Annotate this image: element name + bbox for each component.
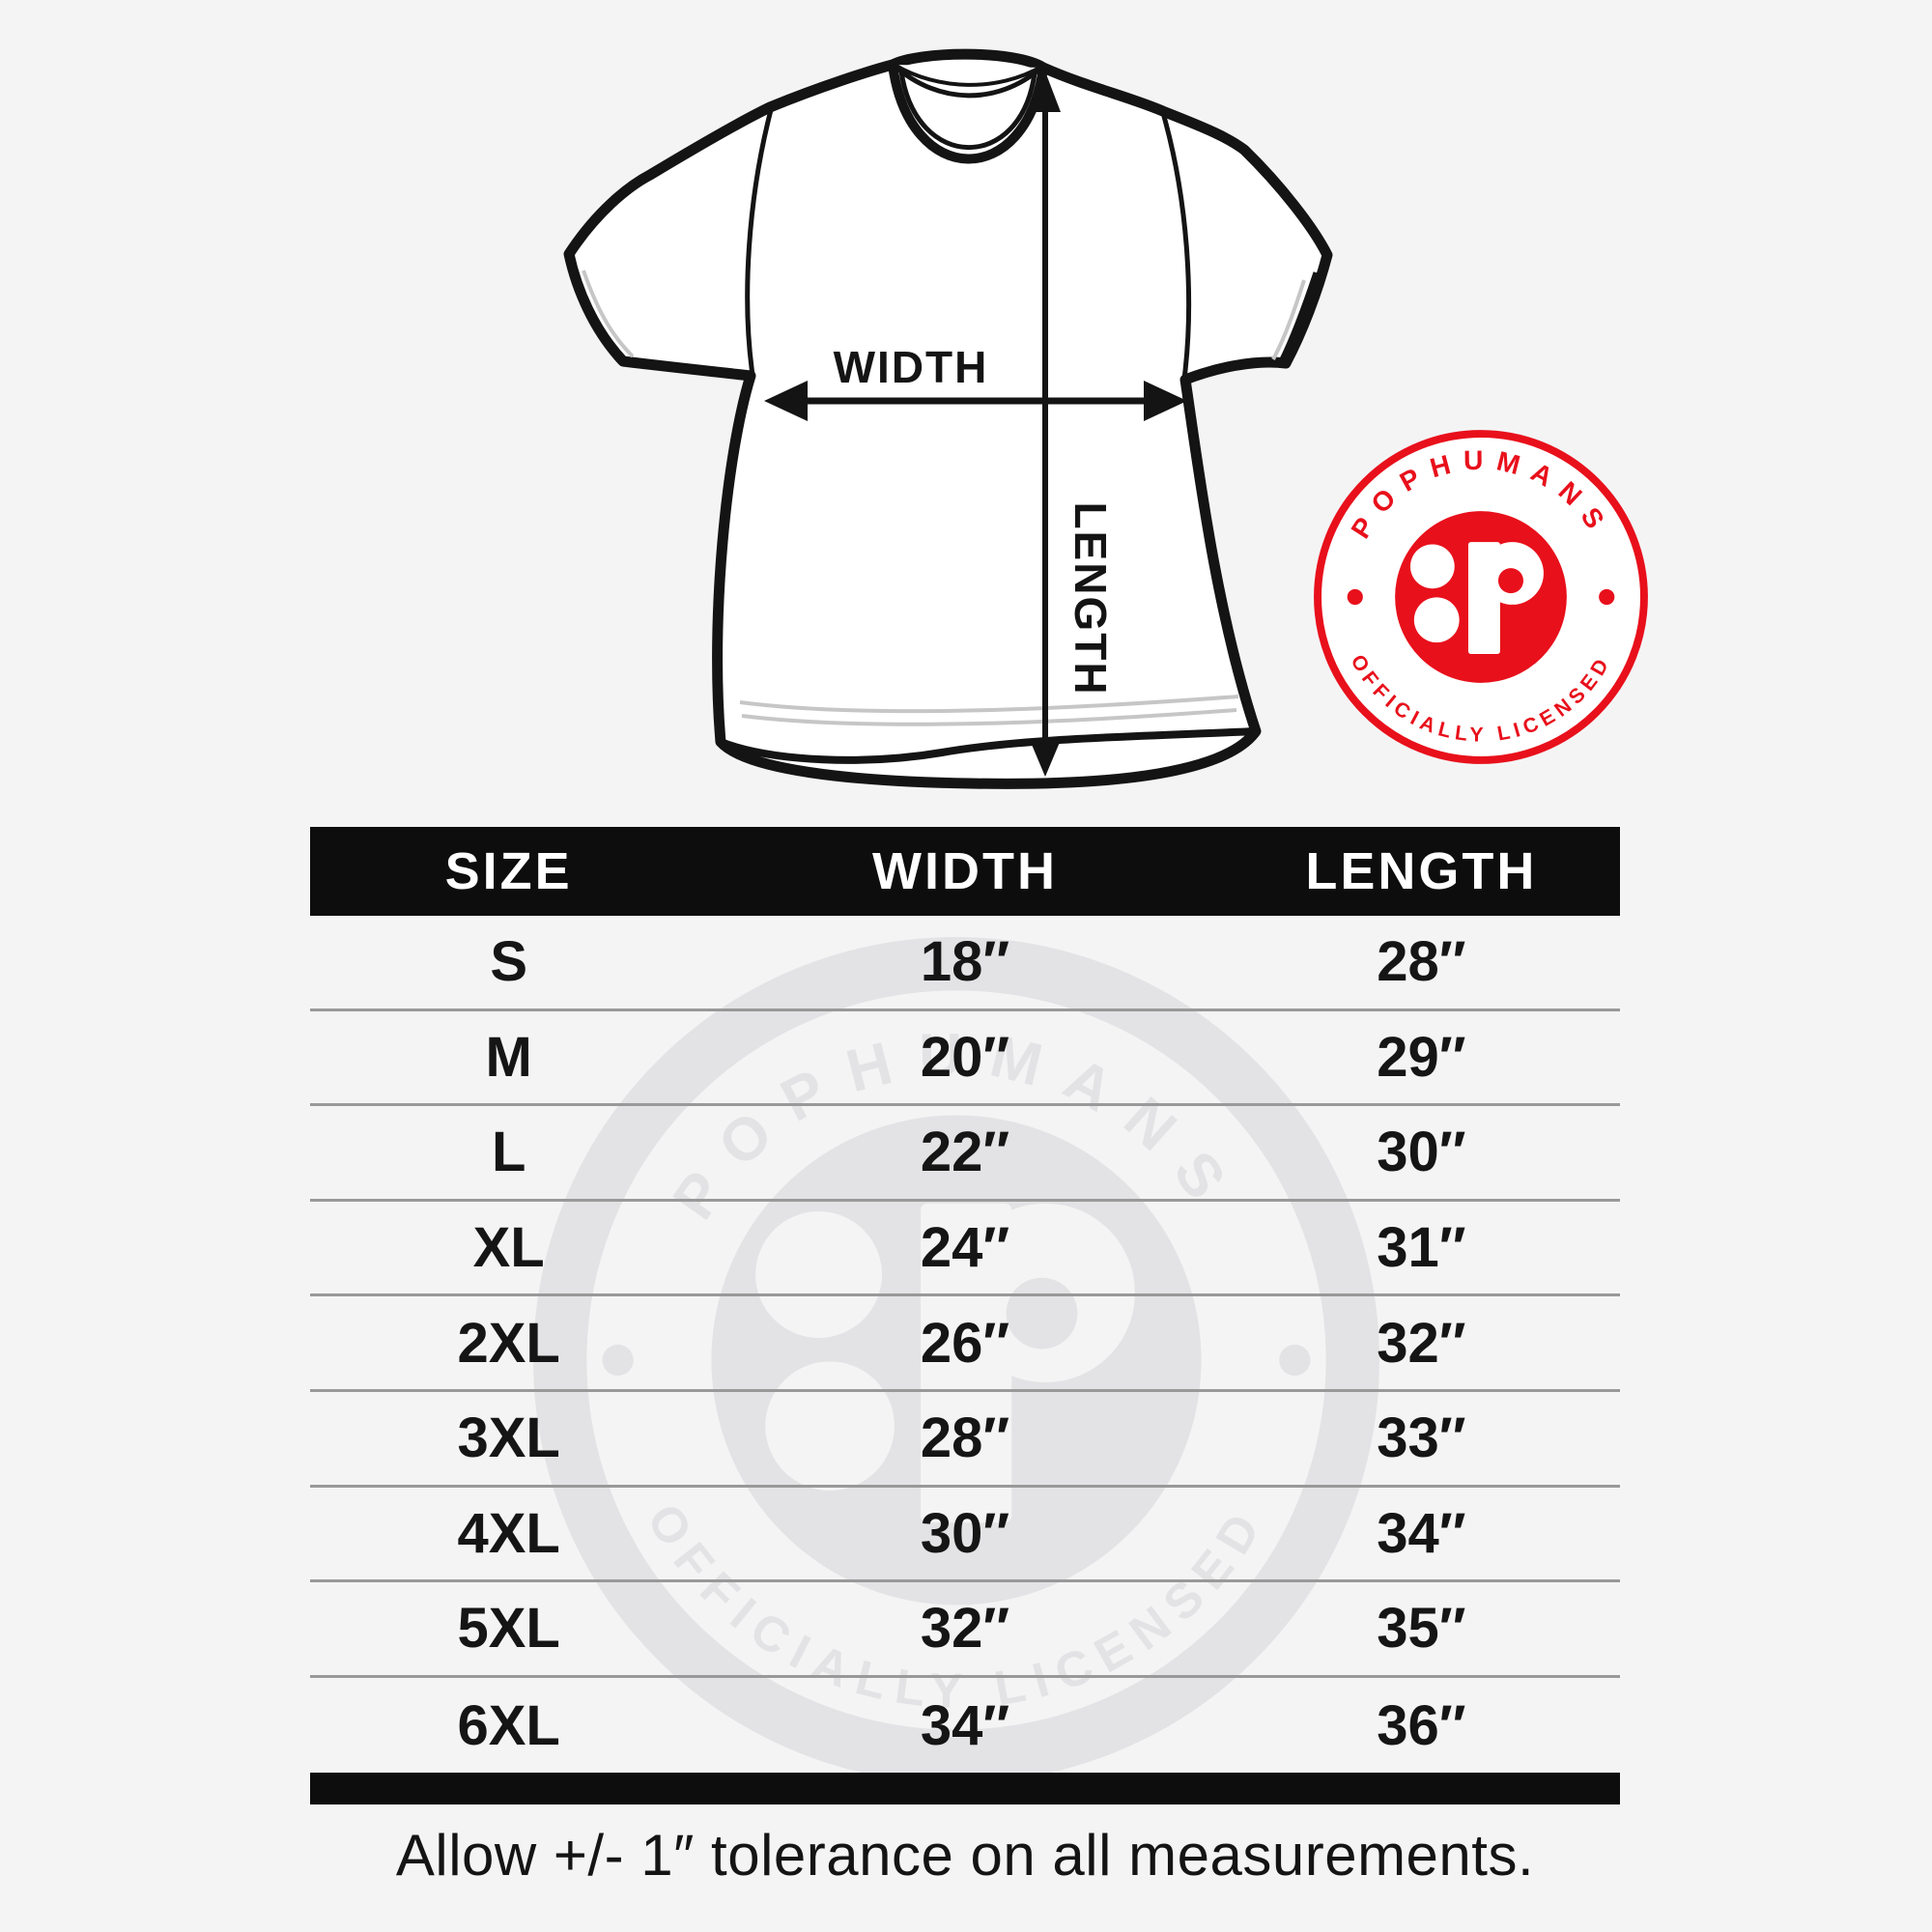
armhole-seam-left [745,105,775,376]
table-row: 5XL 32″ 35″ [310,1582,1620,1678]
cell-length: 36″ [1377,1693,1466,1757]
header-length: LENGTH [1305,842,1538,900]
table-row: 2XL 26″ 32″ [310,1296,1620,1392]
brand-monogram-icon [1395,511,1567,683]
cell-size: 4XL [457,1501,560,1565]
tolerance-note: Allow +/- 1″ tolerance on all measuremen… [395,1823,1535,1888]
collar-back-seam [894,65,1042,99]
badge-side-dot [1599,588,1615,606]
size-table-bottom-bar [310,1773,1620,1805]
cell-width: 34″ [920,1693,1010,1757]
cell-width: 26″ [920,1311,1010,1375]
table-row: S 18″ 28″ [310,916,1620,1011]
header-size: SIZE [444,842,573,900]
cell-width: 20″ [920,1025,1010,1089]
cell-length: 33″ [1377,1406,1466,1470]
size-table: SIZE WIDTH LENGTH S 18″ 28″ M 20″ 29″ L … [310,827,1620,1805]
cuff-stitch-left [582,270,635,358]
cell-width: 28″ [920,1406,1010,1470]
table-row: 6XL 34″ 36″ [310,1678,1620,1774]
tshirt-diagram: WIDTH LENGTH [563,48,1333,789]
cell-width: 18″ [920,930,1010,994]
collar-back-seam [893,63,1042,87]
table-row: L 22″ 30″ [310,1106,1620,1202]
length-label: LENGTH [1065,501,1116,696]
tshirt-hem-fold [717,727,1260,764]
cell-width: 30″ [920,1501,1010,1565]
cell-length: 30″ [1377,1121,1466,1184]
watermark-side-dot [1279,1344,1311,1377]
hem-stitch-line [739,695,1239,714]
cell-size: 2XL [457,1311,560,1375]
width-label: WIDTH [834,342,989,392]
cell-size: L [491,1121,526,1184]
cell-width: 32″ [920,1597,1010,1661]
watermark-side-dot [602,1344,634,1377]
tshirt-outline [563,48,1333,789]
cuff-seam-right [1278,271,1319,363]
cuff-stitch-right [1271,279,1306,360]
cell-length: 31″ [1377,1216,1466,1280]
cell-length: 29″ [1377,1025,1466,1089]
badge-side-dot [1347,588,1363,606]
table-row: 3XL 28″ 33″ [310,1392,1620,1488]
cell-length: 35″ [1377,1597,1466,1661]
cell-length: 32″ [1377,1311,1466,1375]
table-row: 4XL 30″ 34″ [310,1488,1620,1583]
cell-size: 5XL [457,1597,560,1661]
cell-size: 3XL [457,1406,560,1470]
license-badge: POPHUMANS OFFICIALLY LICENSED [1314,430,1648,764]
size-table-header: SIZE WIDTH LENGTH [310,827,1620,916]
cell-size: XL [472,1216,545,1280]
cell-size: M [485,1025,532,1089]
watermark-outer-ring [533,937,1379,1783]
cell-length: 28″ [1377,930,1466,994]
length-arrow [1030,71,1061,777]
cell-width: 24″ [920,1216,1010,1280]
watermark-badge: POPHUMANS OFFICIALLY LICENSED [533,937,1379,1783]
size-table-body: S 18″ 28″ M 20″ 29″ L 22″ 30″ XL 24″ 31″… [310,916,1620,1773]
armhole-seam-right [1160,112,1192,380]
cell-length: 34″ [1377,1501,1466,1565]
collar-inner [898,71,1037,151]
watermark-monogram-icon [711,1115,1202,1605]
width-arrow [764,381,1187,421]
table-row: XL 24″ 31″ [310,1202,1620,1297]
cell-size: S [490,930,527,994]
table-row: M 20″ 29″ [310,1011,1620,1107]
cell-width: 22″ [920,1121,1010,1184]
hem-stitch-line [741,708,1237,726]
cell-size: 6XL [457,1693,560,1757]
header-width: WIDTH [872,842,1058,900]
